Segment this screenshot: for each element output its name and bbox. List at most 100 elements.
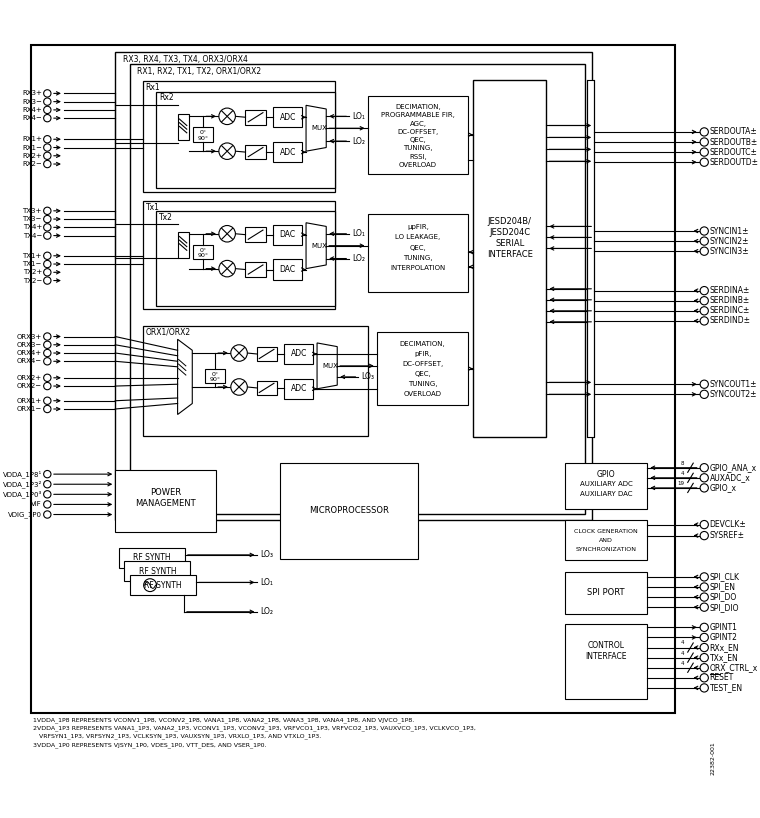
Text: AUXILIARY ADC: AUXILIARY ADC: [580, 481, 632, 488]
Text: LO₁: LO₁: [352, 229, 365, 238]
Text: ADC: ADC: [280, 147, 296, 156]
Circle shape: [43, 260, 51, 267]
Text: OVERLOAD: OVERLOAD: [399, 162, 437, 168]
Circle shape: [43, 470, 51, 478]
Bar: [565, 463, 648, 509]
Circle shape: [700, 297, 708, 305]
Text: RX4+: RX4+: [22, 107, 42, 113]
Circle shape: [231, 379, 247, 395]
Text: 1VDDA_1P8 REPRESENTS VCONV1_1P8, VCONV2_1P8, VANA1_1P8, VANA2_1P8, VANA3_1P8, VA: 1VDDA_1P8 REPRESENTS VCONV1_1P8, VCONV2_…: [33, 717, 414, 723]
Text: SPI_CLK: SPI_CLK: [710, 573, 739, 582]
Circle shape: [43, 333, 51, 340]
Text: 0°: 0°: [200, 130, 207, 135]
Circle shape: [700, 464, 708, 472]
Text: MUX: MUX: [311, 125, 327, 131]
Text: 90°: 90°: [198, 136, 209, 141]
Text: RX4−: RX4−: [22, 115, 42, 121]
Text: SERDINA±: SERDINA±: [710, 286, 750, 295]
Text: SERIAL: SERIAL: [495, 240, 524, 249]
Text: Tx2: Tx2: [160, 213, 173, 222]
Circle shape: [219, 108, 236, 124]
Circle shape: [43, 276, 51, 284]
Text: SERDINC±: SERDINC±: [710, 306, 750, 315]
Text: SERDOUTC±: SERDOUTC±: [710, 147, 758, 156]
Circle shape: [700, 128, 708, 136]
Text: GPINT2: GPINT2: [710, 633, 738, 642]
Text: 19: 19: [677, 481, 684, 486]
Bar: [257, 347, 277, 362]
Text: VIF: VIF: [31, 501, 42, 507]
Circle shape: [43, 480, 51, 488]
Text: TUNING,: TUNING,: [404, 254, 432, 261]
Text: QEC,: QEC,: [414, 371, 431, 377]
Text: JESD204B/: JESD204B/: [488, 218, 532, 227]
Text: 4: 4: [680, 470, 684, 476]
Text: RX3, RX4, TX3, TX4, ORX3/ORX4: RX3, RX4, TX3, TX4, ORX3/ORX4: [122, 55, 248, 64]
Text: DECIMATION,: DECIMATION,: [395, 104, 441, 110]
Text: LO₂: LO₂: [260, 607, 273, 616]
Text: AGC,: AGC,: [410, 121, 426, 127]
Text: MICROPROCESSOR: MICROPROCESSOR: [309, 506, 389, 515]
Circle shape: [43, 90, 51, 97]
Bar: [193, 128, 214, 142]
Polygon shape: [178, 339, 192, 415]
Text: DC-OFFSET,: DC-OFFSET,: [397, 129, 439, 135]
Circle shape: [43, 215, 51, 222]
Bar: [31, 45, 675, 712]
Circle shape: [43, 357, 51, 365]
Circle shape: [43, 501, 51, 508]
Text: ORX1−: ORX1−: [17, 406, 42, 412]
Circle shape: [43, 232, 51, 240]
Text: ORX_CTRL_x: ORX_CTRL_x: [710, 663, 758, 672]
Circle shape: [43, 382, 51, 389]
Bar: [143, 200, 335, 309]
Bar: [157, 211, 335, 306]
Text: DC-OFFSET,: DC-OFFSET,: [402, 361, 443, 367]
Bar: [565, 520, 648, 560]
Circle shape: [219, 226, 236, 242]
Bar: [125, 561, 191, 582]
Text: SPI_EN: SPI_EN: [710, 582, 736, 591]
Polygon shape: [317, 343, 337, 389]
Text: TX1+: TX1+: [23, 253, 42, 258]
Text: ORX3−: ORX3−: [17, 342, 42, 348]
Bar: [280, 463, 418, 560]
Circle shape: [700, 483, 708, 492]
Text: VDDA_1P3²: VDDA_1P3²: [2, 480, 42, 488]
Circle shape: [43, 115, 51, 122]
Circle shape: [43, 152, 51, 160]
Text: ORX1+: ORX1+: [17, 398, 42, 404]
Text: DEVCLK±: DEVCLK±: [710, 520, 746, 529]
Bar: [205, 369, 225, 384]
Text: RSSI,: RSSI,: [409, 154, 427, 160]
Circle shape: [700, 380, 708, 389]
Circle shape: [700, 520, 708, 528]
Text: SYNCOUT1±: SYNCOUT1±: [710, 380, 757, 389]
Text: SPI PORT: SPI PORT: [587, 588, 625, 597]
Text: SERDOUTA±: SERDOUTA±: [710, 128, 758, 137]
Text: 4: 4: [680, 650, 684, 655]
Text: ADC: ADC: [290, 349, 307, 358]
Text: VRFSYN1_1P3, VRFSYN2_1P3, VCLKSYN_1P3, VAUXSYN_1P3, VRXLO_1P3, AND VTXLO_1P3.: VRFSYN1_1P3, VRFSYN2_1P3, VCLKSYN_1P3, V…: [33, 734, 321, 739]
Bar: [245, 110, 266, 124]
Text: ORX4−: ORX4−: [17, 358, 42, 364]
Bar: [178, 115, 188, 140]
Circle shape: [700, 674, 708, 682]
Bar: [245, 227, 266, 242]
Circle shape: [43, 144, 51, 151]
Circle shape: [43, 252, 51, 259]
Text: SYSREF±: SYSREF±: [710, 531, 745, 540]
Circle shape: [700, 307, 708, 315]
Text: AUXADC_x: AUXADC_x: [710, 474, 750, 483]
Bar: [119, 547, 185, 568]
Circle shape: [700, 286, 708, 294]
Bar: [178, 232, 188, 258]
Text: LO₂: LO₂: [352, 254, 365, 263]
Text: PROGRAMMABLE FIR,: PROGRAMMABLE FIR,: [381, 112, 455, 119]
Bar: [143, 82, 335, 191]
Text: SYNCIN1±: SYNCIN1±: [710, 227, 749, 236]
Text: ORX3+: ORX3+: [17, 334, 42, 339]
Text: 4: 4: [680, 640, 684, 645]
Bar: [273, 259, 302, 280]
Text: RX1, RX2, TX1, TX2, ORX1/ORX2: RX1, RX2, TX1, TX2, ORX1/ORX2: [138, 67, 261, 76]
